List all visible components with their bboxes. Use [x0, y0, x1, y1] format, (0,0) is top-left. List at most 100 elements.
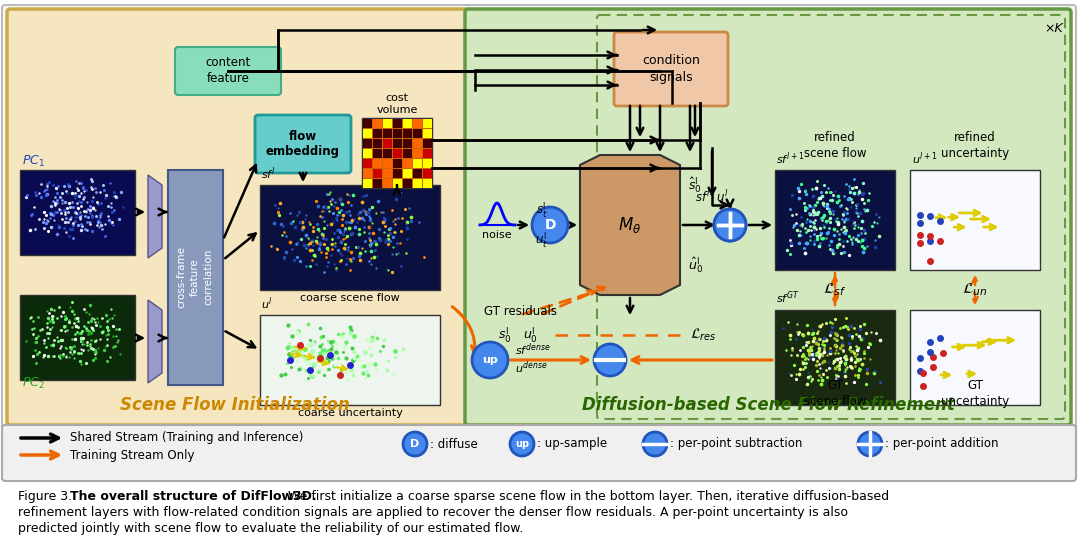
Text: $u_0^{\mathrm{l}}$: $u_0^{\mathrm{l}}$ [523, 325, 538, 345]
Text: $u^{dense}$: $u^{dense}$ [515, 360, 548, 376]
Text: refined
uncertainty: refined uncertainty [941, 131, 1009, 160]
Bar [775, 310, 895, 405]
Bar [373, 139, 381, 148]
Text: $\mathcal{L}_{res}$: $\mathcal{L}_{res}$ [690, 327, 717, 343]
Bar [413, 139, 421, 148]
Bar [392, 149, 402, 157]
Bar [403, 169, 411, 178]
Bar [363, 139, 372, 148]
Text: The overall structure of DifFlow3D.: The overall structure of DifFlow3D. [70, 490, 316, 503]
Bar [910, 170, 1040, 270]
Bar [910, 310, 1040, 405]
Bar [392, 128, 402, 137]
Text: coarse uncertainty: coarse uncertainty [298, 408, 403, 418]
Text: up: up [515, 439, 529, 449]
Circle shape [714, 209, 746, 241]
Bar [422, 139, 432, 148]
Bar [413, 149, 421, 157]
Text: cross-frame
feature
correlation: cross-frame feature correlation [177, 246, 213, 308]
Text: $\hat{s}_0^{\mathrm{l}}$: $\hat{s}_0^{\mathrm{l}}$ [688, 175, 702, 195]
Text: cost
volume: cost volume [376, 92, 418, 115]
Text: Training Stream Only: Training Stream Only [70, 448, 194, 461]
Bar [362, 118, 432, 188]
Text: coarse scene flow: coarse scene flow [300, 293, 400, 303]
Bar [382, 169, 391, 178]
Bar [422, 158, 432, 168]
Bar [422, 128, 432, 137]
Bar [382, 128, 391, 137]
FancyBboxPatch shape [465, 9, 1071, 425]
Text: condition
signals: condition signals [643, 54, 700, 83]
Circle shape [643, 432, 667, 456]
Text: $\mathcal{L}_{sf}$: $\mathcal{L}_{sf}$ [823, 281, 847, 299]
Bar [422, 178, 432, 187]
Bar [392, 158, 402, 168]
Text: $sf^l$  $u^l$: $sf^l$ $u^l$ [696, 189, 729, 205]
Bar [392, 119, 402, 127]
Bar [422, 149, 432, 157]
Text: We first initialize a coarse sparse scene flow in the bottom layer. Then, iterat: We first initialize a coarse sparse scen… [284, 490, 889, 503]
Text: content
feature: content feature [205, 56, 251, 85]
Bar [382, 119, 391, 127]
Bar [260, 185, 440, 290]
Text: Scene Flow Initialization: Scene Flow Initialization [120, 396, 350, 414]
Text: D: D [410, 439, 420, 449]
Text: GT
scene flow: GT scene flow [804, 379, 866, 408]
Text: up: up [482, 355, 498, 365]
Bar [413, 128, 421, 137]
Circle shape [472, 342, 508, 378]
Text: Shared Stream (Training and Inference): Shared Stream (Training and Inference) [70, 432, 303, 445]
Bar [373, 178, 381, 187]
Circle shape [594, 344, 626, 376]
Bar [363, 128, 372, 137]
FancyBboxPatch shape [2, 425, 1076, 481]
Bar [373, 158, 381, 168]
Text: $u^{l+1}$: $u^{l+1}$ [912, 150, 937, 167]
Text: $sf^l$: $sf^l$ [261, 165, 275, 182]
Bar [373, 128, 381, 137]
Text: $sf^{l+1}$: $sf^{l+1}$ [777, 150, 805, 167]
Bar [363, 119, 372, 127]
Text: : per-point addition: : per-point addition [885, 438, 999, 451]
Bar [382, 178, 391, 187]
Bar [413, 158, 421, 168]
Text: : up-sample: : up-sample [537, 438, 607, 451]
Text: D: D [544, 218, 556, 232]
Text: $M_\theta$: $M_\theta$ [619, 215, 642, 235]
Bar [392, 139, 402, 148]
Text: $sf^{dense}$: $sf^{dense}$ [515, 342, 551, 358]
Text: $s_0^{\mathrm{l}}$: $s_0^{\mathrm{l}}$ [498, 325, 512, 345]
Text: refinement layers with flow-related condition signals are applied to recover the: refinement layers with flow-related cond… [18, 506, 849, 519]
Bar [403, 178, 411, 187]
Text: refined
scene flow: refined scene flow [804, 131, 866, 160]
Bar [403, 128, 411, 137]
Bar [382, 149, 391, 157]
FancyBboxPatch shape [2, 5, 1076, 429]
Text: : per-point subtraction: : per-point subtraction [670, 438, 802, 451]
Bar [413, 169, 421, 178]
Bar [168, 170, 222, 385]
Bar [403, 149, 411, 157]
Bar [260, 315, 440, 405]
Bar [392, 178, 402, 187]
Bar [413, 119, 421, 127]
Bar [373, 119, 381, 127]
Text: flow
embedding: flow embedding [266, 129, 340, 158]
Circle shape [510, 432, 534, 456]
Bar [21, 170, 135, 255]
Text: $\hat{u}_0^{\mathrm{l}}$: $\hat{u}_0^{\mathrm{l}}$ [688, 255, 703, 275]
Text: noise: noise [482, 230, 512, 240]
Bar [363, 149, 372, 157]
Bar [403, 119, 411, 127]
Bar [363, 169, 372, 178]
Bar [363, 178, 372, 187]
Text: $s_t^{\mathrm{l}}$: $s_t^{\mathrm{l}}$ [537, 200, 548, 220]
Bar [382, 158, 391, 168]
Polygon shape [148, 175, 162, 258]
Text: $u_t^{\mathrm{l}}$: $u_t^{\mathrm{l}}$ [535, 230, 548, 250]
Bar [403, 139, 411, 148]
Text: predicted jointly with scene flow to evaluate the reliability of our estimated f: predicted jointly with scene flow to eva… [18, 522, 524, 535]
Bar [775, 170, 895, 270]
Text: GT
uncertainty: GT uncertainty [941, 379, 1009, 408]
Bar [382, 139, 391, 148]
